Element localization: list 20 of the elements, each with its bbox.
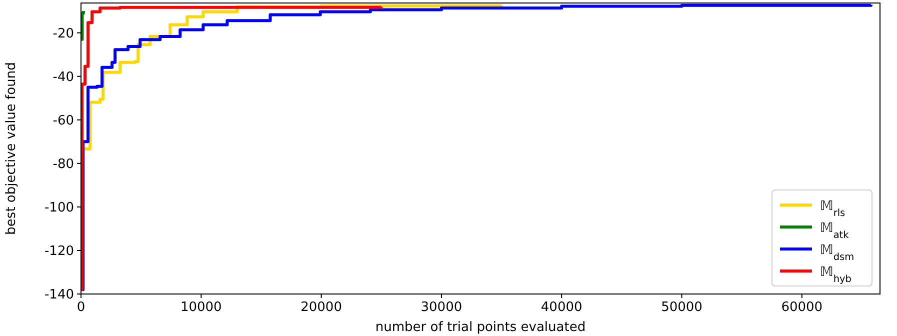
y-tick-label: -140	[44, 288, 74, 302]
x-tick-label: 0	[76, 300, 86, 315]
y-tick-label: -120	[44, 244, 74, 259]
y-axis-title: best objective value found	[4, 62, 19, 235]
x-tick-label: 20000	[300, 300, 342, 315]
y-tick-label: -40	[52, 70, 74, 85]
y-tick-label: -100	[44, 200, 74, 216]
x-axis-title: number of trial points evaluated	[375, 320, 586, 335]
y-tick-label: -60	[52, 113, 74, 128]
y-tick-label: -20	[52, 26, 74, 42]
legend-label: 𝕄$_{rls}$	[820, 199, 846, 218]
x-tick-label: 60000	[781, 300, 823, 315]
legend-label: 𝕄$_{dsm}$	[820, 243, 854, 262]
legend-label: 𝕄$_{atk}$	[820, 221, 850, 240]
legend-label: 𝕄$_{hyb}$	[820, 265, 852, 284]
x-tick-label: 30000	[420, 300, 462, 315]
x-tick-label: 40000	[540, 300, 582, 315]
x-tick-label: 50000	[661, 300, 702, 315]
y-tick-label: -80	[52, 156, 74, 172]
x-tick-label: 10000	[180, 300, 222, 315]
